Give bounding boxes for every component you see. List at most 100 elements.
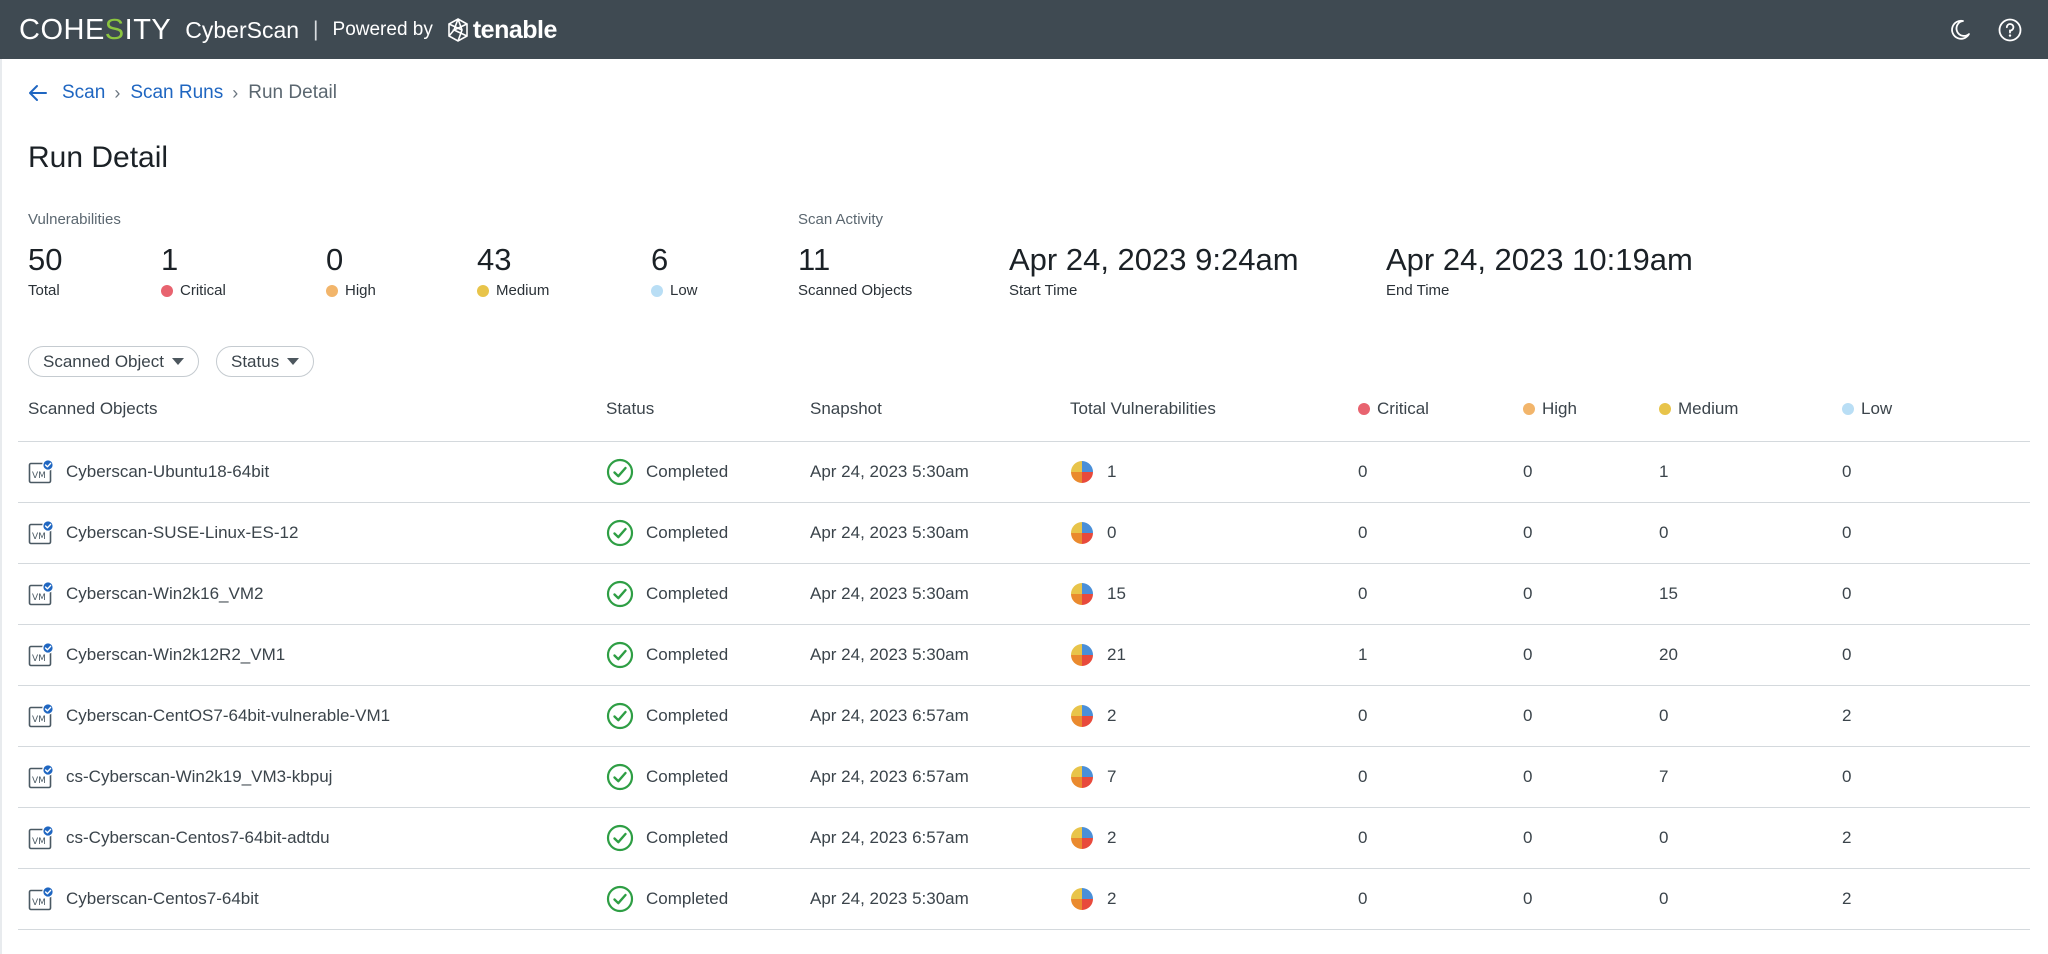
total-text: 7 [1107, 767, 1117, 786]
scanned-object-name[interactable]: Cyberscan-Win2k12R2_VM1 [66, 645, 286, 664]
medium-cell: 15 [1659, 564, 1678, 624]
vm-icon: VM [28, 703, 54, 728]
low-count: 2 [1842, 828, 1852, 847]
column-low[interactable]: Low [1842, 399, 1892, 419]
snapshot-text: Apr 24, 2023 6:57am [810, 706, 969, 725]
scanned-object-filter[interactable]: Scanned Object [28, 346, 199, 377]
column-high[interactable]: High [1523, 399, 1577, 419]
stat-value: Apr 24, 2023 10:19am [1386, 242, 1693, 277]
critical-dot-icon [1358, 403, 1370, 415]
completed-check-icon [606, 580, 634, 608]
back-arrow-icon[interactable] [26, 81, 50, 105]
total-vulnerabilities-cell: 0 [1070, 503, 1116, 563]
completed-check-icon [606, 824, 634, 852]
critical-count: 0 [1358, 523, 1368, 542]
cohesity-logo[interactable]: COHESITY [19, 13, 172, 46]
critical-cell: 0 [1358, 564, 1367, 624]
vm-icon: VM [28, 642, 54, 667]
scanned-object-name[interactable]: Cyberscan-Ubuntu18-64bit [66, 462, 270, 481]
column-total-vulnerabilities[interactable]: Total Vulnerabilities [1070, 399, 1216, 418]
severity-pie-icon [1071, 461, 1093, 483]
svg-text:VM: VM [32, 715, 46, 725]
stat-high: 0 High [326, 240, 376, 299]
medium-count: 0 [1659, 889, 1669, 908]
scanned-object-name[interactable]: Cyberscan-SUSE-Linux-ES-12 [66, 523, 299, 542]
table-row[interactable]: VM Cyberscan-Win2k16_VM2 Completed Apr 2… [18, 564, 2030, 625]
high-count: 0 [1523, 706, 1533, 725]
scanned-object-name[interactable]: Cyberscan-Centos7-64bit [66, 889, 259, 908]
breadcrumb-scan-runs-link[interactable]: Scan Runs [130, 82, 224, 103]
table-row[interactable]: VM Cyberscan-SUSE-Linux-ES-12 Completed … [18, 503, 2030, 564]
svg-text:VM: VM [32, 898, 46, 908]
moon-icon[interactable] [1946, 16, 1974, 44]
total-vulnerabilities-cell: 2 [1070, 686, 1116, 746]
medium-cell: 20 [1659, 625, 1678, 685]
critical-count: 0 [1358, 889, 1368, 908]
medium-count: 1 [1659, 462, 1669, 481]
status-cell: Completed [606, 503, 728, 563]
snapshot-text: Apr 24, 2023 5:30am [810, 462, 969, 481]
critical-cell: 0 [1358, 869, 1367, 929]
stat-value: 43 [477, 242, 512, 277]
severity-pie-icon [1071, 827, 1093, 849]
snapshot-text: Apr 24, 2023 5:30am [810, 889, 969, 908]
brand-separator: | [313, 18, 319, 41]
stat-scanned-objects: 11 Scanned Objects [798, 240, 912, 299]
snapshot-text: Apr 24, 2023 5:30am [810, 645, 969, 664]
table-header: Scanned Objects Status Snapshot Total Vu… [18, 389, 2030, 442]
table-row[interactable]: VM Cyberscan-Win2k12R2_VM1 Completed Apr… [18, 625, 2030, 686]
column-status[interactable]: Status [606, 399, 655, 418]
status-text: Completed [646, 645, 729, 664]
scanned-object-cell: VM cs-Cyberscan-Centos7-64bit-adtdu [28, 808, 330, 868]
help-icon[interactable] [1996, 16, 2024, 44]
medium-count: 0 [1659, 828, 1669, 847]
critical-cell: 0 [1358, 686, 1367, 746]
total-text: 2 [1107, 706, 1117, 725]
stat-label: Total [28, 282, 60, 299]
total-text: 0 [1107, 523, 1117, 542]
high-cell: 0 [1523, 564, 1532, 624]
vm-icon: VM [28, 581, 54, 606]
breadcrumb-scan-link[interactable]: Scan [62, 82, 106, 103]
status-text: Completed [646, 523, 729, 542]
breadcrumb-separator: › [114, 82, 121, 103]
low-count: 2 [1842, 706, 1852, 725]
table-row[interactable]: VM Cyberscan-CentOS7-64bit-vulnerable-VM… [18, 686, 2030, 747]
vm-icon: VM [28, 825, 54, 850]
table-row[interactable]: VM Cyberscan-Ubuntu18-64bit Completed Ap… [18, 442, 2030, 503]
snapshot-text: Apr 24, 2023 5:30am [810, 584, 969, 603]
table-row[interactable]: VM Cyberscan-Centos7-64bit Completed Apr… [18, 869, 2030, 930]
table-row[interactable]: VM cs-Cyberscan-Centos7-64bit-adtdu Comp… [18, 808, 2030, 869]
vm-icon: VM [28, 764, 54, 789]
scanned-object-cell: VM Cyberscan-Centos7-64bit [28, 869, 259, 929]
table-row[interactable]: VM cs-Cyberscan-Win2k19_VM3-kbpuj Comple… [18, 747, 2030, 808]
low-count: 2 [1842, 889, 1852, 908]
svg-text:VM: VM [32, 532, 46, 542]
column-snapshot[interactable]: Snapshot [810, 399, 882, 418]
brand: COHESITY CyberScan | Powered by tenable [19, 14, 557, 46]
scanned-object-name[interactable]: cs-Cyberscan-Win2k19_VM3-kbpuj [66, 767, 333, 786]
status-text: Completed [646, 706, 729, 725]
column-scanned-objects[interactable]: Scanned Objects [28, 399, 158, 418]
stat-label: Scanned Objects [798, 282, 913, 299]
medium-count: 7 [1659, 767, 1669, 786]
total-vulnerabilities-cell: 1 [1070, 442, 1116, 502]
status-filter[interactable]: Status [216, 346, 315, 377]
scanned-object-name[interactable]: Cyberscan-CentOS7-64bit-vulnerable-VM1 [66, 706, 391, 725]
vm-icon: VM [28, 459, 54, 484]
column-critical[interactable]: Critical [1358, 399, 1429, 419]
high-count: 0 [1523, 645, 1533, 664]
caret-down-icon [287, 358, 300, 365]
stat-value: 1 [161, 242, 179, 277]
scanned-object-name[interactable]: cs-Cyberscan-Centos7-64bit-adtdu [66, 828, 330, 847]
total-vulnerabilities-cell: 2 [1070, 869, 1116, 929]
scanned-object-name[interactable]: Cyberscan-Win2k16_VM2 [66, 584, 264, 603]
stat-label: Critical [161, 282, 226, 299]
completed-check-icon [606, 702, 634, 730]
scanned-object-cell: VM cs-Cyberscan-Win2k19_VM3-kbpuj [28, 747, 332, 807]
low-cell: 0 [1842, 625, 1851, 685]
critical-count: 0 [1358, 828, 1368, 847]
medium-dot-icon [477, 284, 489, 297]
column-medium[interactable]: Medium [1659, 399, 1738, 419]
snapshot-cell: Apr 24, 2023 5:30am [810, 625, 969, 685]
